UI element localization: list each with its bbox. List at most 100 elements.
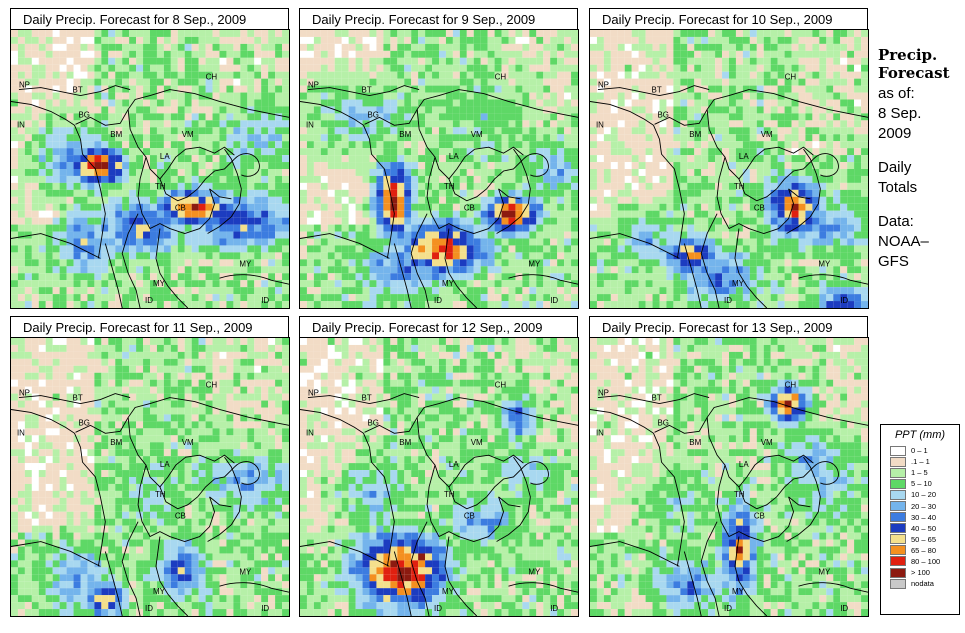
region-label-la: LA (739, 152, 749, 161)
panel-title: Daily Precip. Forecast for 13 Sep., 2009 (589, 316, 868, 338)
legend-swatch (890, 456, 906, 467)
legend-label: 80 – 100 (911, 556, 941, 566)
forecast-panel-5: Daily Precip. Forecast for 12 Sep., 2009… (299, 316, 579, 617)
legend-item: > 100 (881, 567, 959, 578)
legend-label: 50 – 65 (911, 534, 937, 544)
region-label-id: ID (550, 296, 558, 305)
region-label-vm: VM (761, 438, 773, 447)
region-label-my: MY (239, 259, 252, 268)
region-label-my: MY (442, 279, 455, 288)
legend-item: .1 – 1 (881, 456, 959, 467)
region-label-vm: VM (761, 130, 773, 139)
region-label-ch: CH (495, 381, 507, 390)
legend-title: PPT (mm) (894, 429, 946, 441)
country-borders (11, 85, 289, 308)
forecast-panel-6: Daily Precip. Forecast for 13 Sep., 2009… (589, 316, 869, 617)
legend-item: 20 – 30 (881, 500, 959, 512)
legend-item: 40 – 50 (881, 523, 959, 534)
region-label-my: MY (528, 567, 541, 576)
region-label-bg: BG (658, 418, 669, 427)
region-label-bg: BG (368, 418, 379, 427)
asof-date-line2: 2009 (878, 125, 912, 142)
region-label-in: IN (596, 428, 604, 437)
country-borders (590, 85, 868, 308)
legend-item: 5 – 10 (881, 478, 959, 489)
legend-swatch (890, 556, 906, 567)
legend-swatch (890, 545, 906, 556)
data-source-line1: Data: (878, 213, 914, 230)
legend-swatch (890, 445, 906, 456)
region-label-th: TH (155, 182, 166, 191)
legend-label: 40 – 50 (911, 523, 937, 533)
legend-label: 0 – 1 (911, 446, 928, 456)
region-label-cb: CB (175, 512, 186, 521)
forecast-panel-3: Daily Precip. Forecast for 10 Sep., 2009… (589, 8, 869, 309)
region-label-la: LA (160, 460, 170, 469)
precip-map: NP BT IN BG BM CH VM LA TH CB MY ID MY ID (589, 337, 869, 617)
region-label-th: TH (734, 490, 745, 499)
region-label-ch: CH (206, 73, 218, 82)
legend-label: 5 – 10 (911, 479, 932, 489)
legend-item: 80 – 100 (881, 556, 959, 567)
region-label-ch: CH (206, 381, 218, 390)
region-label-id: ID (434, 604, 442, 613)
panel-title: Daily Precip. Forecast for 11 Sep., 2009 (10, 316, 289, 338)
region-label-id: ID (840, 296, 848, 305)
region-label-ch: CH (785, 73, 797, 82)
region-label-th: TH (444, 182, 455, 191)
precip-map: NP BT IN BG BM CH VM LA TH CB MY ID MY ID (589, 29, 869, 309)
forecast-panel-2: Daily Precip. Forecast for 9 Sep., 2009 … (299, 8, 579, 309)
region-label-bt: BT (652, 394, 662, 403)
legend-swatch (890, 501, 906, 512)
region-label-bg: BG (79, 110, 90, 119)
precip-grid (300, 30, 578, 308)
region-label-bm: BM (399, 130, 411, 139)
region-label-cb: CB (175, 204, 186, 213)
region-label-la: LA (739, 460, 749, 469)
country-borders (590, 393, 868, 616)
precip-map: NP BT IN BG BM CH VM LA TH CB MY ID MY ID (299, 337, 579, 617)
region-label-id: ID (550, 604, 558, 613)
region-label-id: ID (145, 604, 153, 613)
region-label-vm: VM (471, 130, 483, 139)
country-borders (300, 85, 578, 308)
region-label-np: NP (308, 389, 319, 398)
region-label-la: LA (449, 460, 459, 469)
forecast-panel-4: Daily Precip. Forecast for 11 Sep., 2009… (10, 316, 290, 617)
panel-title: Daily Precip. Forecast for 10 Sep., 2009 (589, 8, 868, 30)
precip-map: NP BT IN BG BM CH VM LA TH CB MY ID MY ID (10, 337, 290, 617)
asof-label: as of: (878, 85, 915, 102)
region-label-np: NP (598, 389, 609, 398)
region-label-bg: BG (79, 418, 90, 427)
region-label-th: TH (444, 490, 455, 499)
region-label-np: NP (19, 81, 30, 90)
legend-swatch (890, 567, 906, 578)
region-label-my: MY (153, 587, 166, 596)
sidebar-title-line2: Forecast (878, 64, 950, 82)
region-label-bt: BT (652, 86, 662, 95)
region-label-bt: BT (362, 394, 372, 403)
region-label-th: TH (734, 182, 745, 191)
legend-label: 1 – 5 (911, 468, 928, 478)
legend-swatch (890, 523, 906, 534)
legend-label: 20 – 30 (911, 501, 937, 511)
region-label-my: MY (528, 259, 541, 268)
region-label-bt: BT (73, 394, 83, 403)
asof-date-line1: 8 Sep. (878, 105, 922, 122)
legend-item: 1 – 5 (881, 467, 959, 478)
data-source-line2: NOAA– (878, 233, 929, 250)
region-label-cb: CB (754, 204, 765, 213)
sidebar-title-line1: Precip. (878, 46, 938, 64)
region-label-bm: BM (110, 130, 122, 139)
totals-line1: Daily (878, 159, 912, 176)
legend-item: 0 – 1 (881, 445, 959, 456)
legend-label: > 100 (911, 568, 930, 578)
region-label-vm: VM (182, 438, 194, 447)
precip-map: NP BT IN BG BM CH VM LA TH CB MY ID MY ID (10, 29, 290, 309)
panel-title: Daily Precip. Forecast for 12 Sep., 2009 (299, 316, 578, 338)
region-label-in: IN (17, 428, 25, 437)
legend-label: nodata (911, 579, 934, 589)
